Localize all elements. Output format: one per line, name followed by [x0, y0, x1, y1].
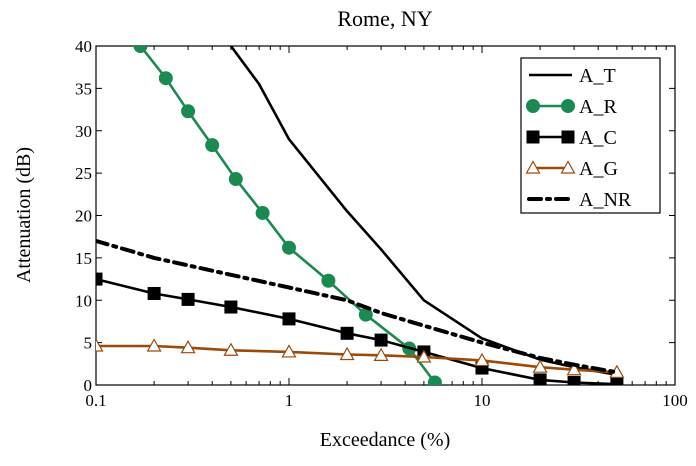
y-tick-label: 20 [75, 207, 92, 226]
series-line [96, 344, 617, 374]
data-point [321, 273, 336, 288]
legend-marker [561, 130, 575, 144]
legend-item: A_R [526, 96, 617, 118]
y-tick-label: 10 [75, 291, 92, 310]
y-tick-label: 5 [84, 334, 93, 353]
legend-item: A_G [525, 158, 618, 180]
data-point [158, 71, 173, 86]
legend-marker [560, 160, 576, 174]
data-point [146, 338, 162, 352]
series-a-g [96, 338, 625, 378]
legend-label: A_G [579, 158, 618, 180]
plot-area: 0 5 10 15 20 25 30 35 40 0.1 1 10 100 [75, 37, 688, 410]
data-point [147, 286, 161, 300]
legend-marker [526, 99, 540, 113]
series-line [229, 46, 618, 377]
data-point [282, 312, 296, 326]
series-a-nr [96, 238, 619, 375]
data-point [340, 326, 354, 340]
data-point [205, 138, 220, 153]
data-point [281, 344, 297, 358]
legend-label: A_C [579, 127, 617, 149]
data-point [181, 292, 195, 306]
series-line [96, 238, 619, 375]
legend-box [520, 57, 661, 214]
x-tick-label: 1 [285, 391, 294, 410]
legend-marker [525, 160, 541, 174]
data-point [474, 352, 490, 367]
y-tick-label: 40 [75, 37, 92, 56]
data-point [339, 346, 355, 361]
data-point [373, 347, 389, 361]
data-point [533, 373, 547, 385]
legend-item: A_C [526, 127, 617, 149]
legend: A_T A_R A_C A_G A_NR [520, 57, 661, 214]
legend-label: A_R [579, 96, 617, 118]
series-a-t [229, 46, 618, 377]
y-tick-label: 35 [75, 79, 92, 98]
x-axis-label: Exceedance (%) [320, 429, 450, 451]
data-point [255, 205, 270, 220]
data-point [133, 46, 148, 53]
data-point [96, 338, 104, 352]
data-point [427, 375, 442, 385]
data-point [282, 240, 296, 255]
x-tick-label: 10 [474, 391, 491, 410]
data-point [532, 359, 548, 373]
legend-item: A_NR [527, 189, 632, 211]
legend-label: A_T [579, 65, 616, 87]
x-tick-label: 100 [662, 391, 688, 410]
series-line [139, 46, 436, 384]
data-point [224, 300, 238, 314]
legend-label: A_NR [579, 189, 632, 211]
chart-title: Rome, NY [337, 6, 432, 31]
x-tick-label: 0.1 [85, 391, 106, 410]
data-point [610, 377, 624, 385]
data-point [228, 172, 243, 187]
y-tick-label: 25 [75, 164, 92, 183]
y-tick-label: 0 [84, 376, 93, 395]
data-point [416, 349, 432, 363]
y-axis-label: Attenuation (dB) [13, 147, 35, 283]
legend-item: A_T [529, 65, 616, 87]
series-a-r [133, 46, 442, 385]
y-tick-label: 30 [75, 122, 92, 141]
data-point [181, 104, 196, 119]
data-point [180, 339, 196, 354]
data-point [567, 375, 581, 385]
series-a-c [96, 272, 624, 385]
y-tick-label: 15 [75, 249, 92, 268]
legend-marker [526, 130, 540, 144]
data-point [223, 342, 239, 356]
data-point [566, 362, 582, 376]
data-point [96, 272, 103, 286]
data-point [374, 333, 388, 347]
legend-marker [561, 99, 575, 113]
